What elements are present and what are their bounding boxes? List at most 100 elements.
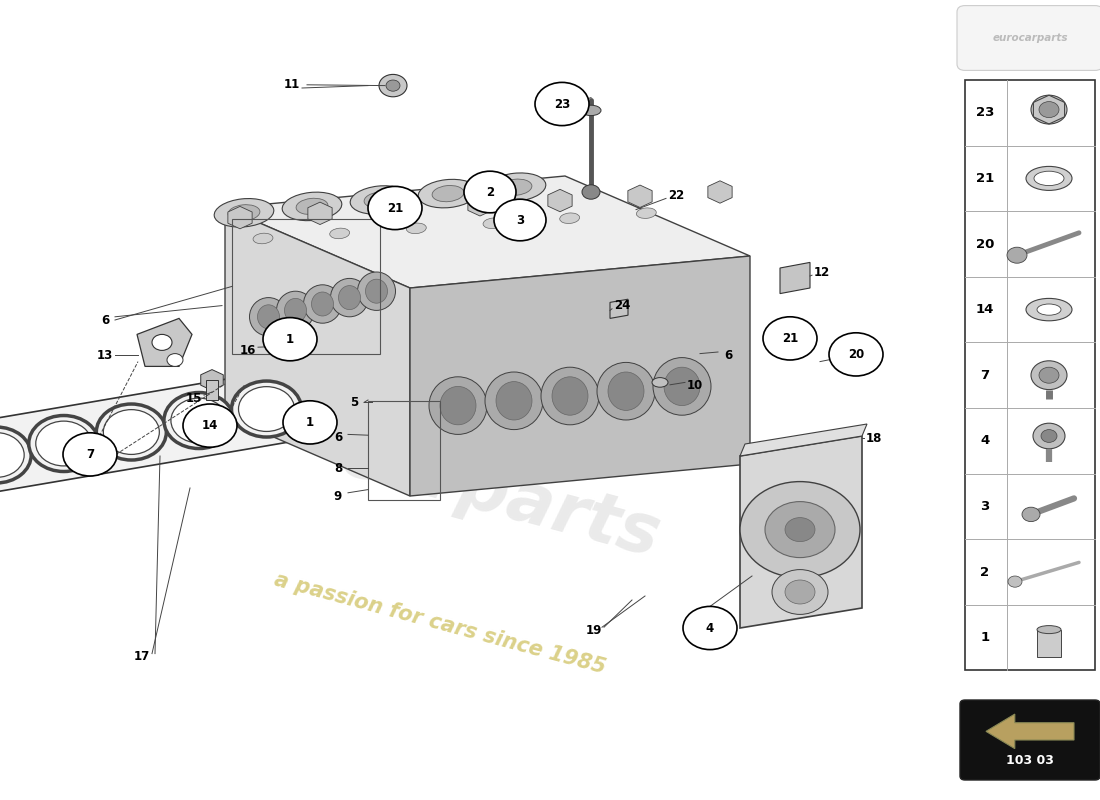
Ellipse shape bbox=[496, 382, 532, 420]
Circle shape bbox=[152, 334, 172, 350]
Text: 9: 9 bbox=[334, 490, 342, 502]
Ellipse shape bbox=[358, 272, 396, 310]
Circle shape bbox=[170, 398, 227, 443]
Ellipse shape bbox=[485, 372, 543, 430]
Text: 103 03: 103 03 bbox=[1006, 754, 1054, 766]
Text: 1: 1 bbox=[980, 631, 990, 644]
FancyBboxPatch shape bbox=[206, 380, 218, 400]
Ellipse shape bbox=[304, 285, 341, 323]
Ellipse shape bbox=[608, 372, 644, 410]
Text: 16: 16 bbox=[240, 344, 256, 357]
Circle shape bbox=[0, 427, 31, 483]
Circle shape bbox=[1033, 423, 1065, 449]
Ellipse shape bbox=[637, 208, 657, 218]
Text: 20: 20 bbox=[976, 238, 994, 250]
Circle shape bbox=[1022, 507, 1040, 522]
Circle shape bbox=[494, 199, 546, 241]
Text: 1: 1 bbox=[286, 333, 294, 346]
Ellipse shape bbox=[1037, 304, 1062, 315]
Ellipse shape bbox=[552, 377, 589, 415]
Ellipse shape bbox=[350, 186, 410, 214]
Circle shape bbox=[1040, 367, 1059, 383]
Text: 5: 5 bbox=[350, 396, 359, 409]
Ellipse shape bbox=[276, 291, 315, 330]
Text: 21: 21 bbox=[782, 332, 799, 345]
Ellipse shape bbox=[330, 278, 369, 317]
Circle shape bbox=[368, 186, 422, 230]
Ellipse shape bbox=[500, 179, 532, 195]
Circle shape bbox=[1031, 361, 1067, 390]
Circle shape bbox=[1040, 102, 1059, 118]
Ellipse shape bbox=[365, 279, 387, 303]
Ellipse shape bbox=[486, 173, 546, 202]
Text: carparts: carparts bbox=[333, 422, 667, 570]
Text: eurocarparts: eurocarparts bbox=[992, 34, 1068, 43]
Text: 14: 14 bbox=[201, 419, 218, 432]
Text: 21: 21 bbox=[976, 172, 994, 185]
Ellipse shape bbox=[560, 213, 580, 223]
Text: 6: 6 bbox=[101, 314, 109, 326]
Circle shape bbox=[103, 410, 160, 454]
Text: 4: 4 bbox=[980, 434, 990, 447]
Text: 21: 21 bbox=[387, 202, 403, 214]
Circle shape bbox=[97, 404, 166, 460]
Polygon shape bbox=[226, 176, 750, 288]
Circle shape bbox=[1008, 576, 1022, 587]
Ellipse shape bbox=[214, 198, 274, 227]
Text: 7: 7 bbox=[86, 448, 95, 461]
Ellipse shape bbox=[1034, 171, 1064, 186]
Ellipse shape bbox=[1026, 298, 1072, 321]
Text: euro: euro bbox=[262, 347, 497, 485]
Circle shape bbox=[763, 317, 817, 360]
Text: 6: 6 bbox=[334, 431, 342, 444]
Text: 11: 11 bbox=[284, 78, 300, 91]
Polygon shape bbox=[610, 299, 628, 318]
Circle shape bbox=[0, 433, 24, 478]
Ellipse shape bbox=[541, 367, 600, 425]
Polygon shape bbox=[740, 436, 862, 628]
Circle shape bbox=[535, 82, 589, 126]
Circle shape bbox=[1006, 247, 1027, 263]
Ellipse shape bbox=[581, 105, 601, 115]
Circle shape bbox=[829, 333, 883, 376]
Text: 23: 23 bbox=[554, 98, 570, 110]
Ellipse shape bbox=[418, 179, 477, 208]
Ellipse shape bbox=[250, 298, 287, 336]
Ellipse shape bbox=[483, 218, 503, 229]
Circle shape bbox=[239, 386, 295, 431]
Text: 6: 6 bbox=[724, 349, 733, 362]
Polygon shape bbox=[780, 262, 810, 294]
Circle shape bbox=[29, 415, 99, 471]
Circle shape bbox=[772, 570, 828, 614]
Text: 3: 3 bbox=[516, 214, 524, 226]
Circle shape bbox=[464, 171, 516, 213]
FancyBboxPatch shape bbox=[1037, 630, 1062, 657]
Text: 17: 17 bbox=[134, 650, 150, 663]
Ellipse shape bbox=[311, 292, 333, 316]
Circle shape bbox=[785, 518, 815, 542]
Circle shape bbox=[167, 354, 183, 366]
Text: 2: 2 bbox=[486, 186, 494, 198]
Circle shape bbox=[740, 482, 860, 578]
Ellipse shape bbox=[406, 223, 427, 234]
Text: 8: 8 bbox=[334, 462, 342, 474]
Text: 2: 2 bbox=[980, 566, 990, 578]
Ellipse shape bbox=[432, 186, 464, 202]
Ellipse shape bbox=[1026, 166, 1072, 190]
FancyBboxPatch shape bbox=[965, 80, 1094, 670]
Circle shape bbox=[1031, 95, 1067, 124]
Circle shape bbox=[36, 421, 91, 466]
Polygon shape bbox=[740, 424, 867, 456]
Text: 18: 18 bbox=[866, 432, 882, 445]
Polygon shape bbox=[410, 256, 750, 496]
Ellipse shape bbox=[257, 305, 279, 329]
Ellipse shape bbox=[652, 378, 668, 387]
Polygon shape bbox=[226, 208, 410, 496]
Polygon shape bbox=[986, 714, 1074, 749]
Ellipse shape bbox=[253, 234, 273, 244]
Text: 19: 19 bbox=[586, 624, 602, 637]
Circle shape bbox=[1041, 430, 1057, 442]
Ellipse shape bbox=[330, 228, 350, 238]
Text: 13: 13 bbox=[97, 349, 113, 362]
Text: 10: 10 bbox=[686, 379, 703, 392]
